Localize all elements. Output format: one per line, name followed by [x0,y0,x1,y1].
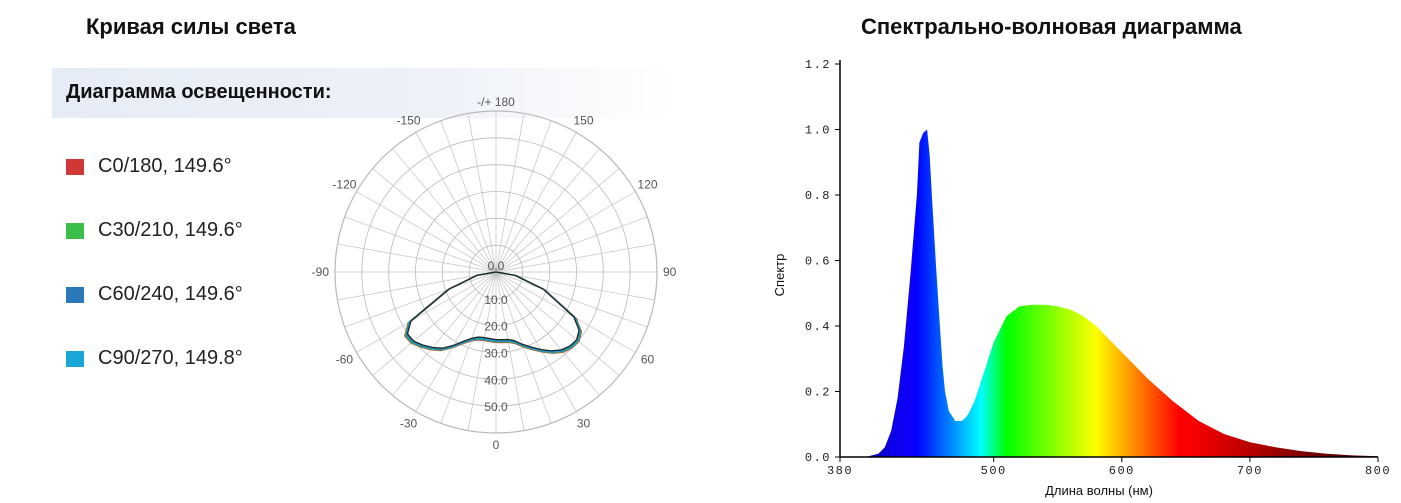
polar-radial-label: 40.0 [484,373,508,387]
polar-radial-label: 20.0 [484,320,508,334]
polar-angle-label: -30 [400,417,418,431]
y-axis-label: Спектр [772,254,787,297]
y-tick-label: 1.2 [805,58,831,72]
spectrum-area [840,129,1378,457]
polar-angle-label: 30 [577,417,591,431]
polar-angle-label: 120 [638,178,658,192]
legend-swatch [66,351,84,367]
x-tick-label: 800 [1365,464,1391,478]
legend-label: C60/240, 149.6° [98,283,243,305]
legend-label: C0/180, 149.6° [98,155,232,177]
diagram-header: Диаграмма освещенности: [52,68,674,118]
legend-label: C90/270, 149.8° [98,347,243,369]
y-tick-label: 0.0 [805,451,831,465]
legend-swatch [66,223,84,239]
polar-radial-label: 30.0 [484,347,508,361]
polar-radial-label: 50.0 [484,400,508,414]
polar-light-distribution-chart: -/+ 180 150 -150 120 -120 90 -90 60 -60 30 -30 0 0.0… [312,95,677,452]
polar-angle-label: -/+ 180 [477,95,515,109]
polar-angle-label: -120 [332,178,356,192]
y-tick-label: 0.6 [805,255,831,269]
polar-angle-label: 90 [663,265,677,279]
x-tick-label: 700 [1237,464,1263,478]
y-tick-label: 0.4 [805,320,831,334]
polar-series-line [406,271,580,352]
polar-angle-label: -60 [336,353,354,367]
polar-angle-label: 0 [493,438,500,452]
diagram-header-label: Диаграмма освещенности: [66,81,332,103]
polar-angle-label: -150 [396,113,420,127]
polar-radial-label: 10.0 [484,293,508,307]
x-tick-label: 600 [1109,464,1135,478]
x-tick-label: 380 [827,464,853,478]
right-chart-title: Спектрально-волновая диаграмма [861,14,1242,39]
y-tick-label: 0.2 [805,386,831,400]
legend-swatch [66,287,84,303]
y-tick-label: 0.8 [805,189,831,203]
polar-angle-label: 60 [641,353,655,367]
polar-grid [334,110,658,434]
legend-label: C30/210, 149.6° [98,219,243,241]
polar-series-line [405,271,581,353]
polar-angle-label: 150 [573,113,593,127]
polar-angle-label: -90 [312,265,330,279]
x-tick-label: 500 [981,464,1007,478]
y-tick-label: 1.0 [805,124,831,138]
legend-swatch [66,159,84,175]
left-chart-title: Кривая силы света [86,14,296,39]
polar-radial-label: 0.0 [488,259,505,273]
x-axis-label: Длина волны (нм) [1045,483,1153,498]
